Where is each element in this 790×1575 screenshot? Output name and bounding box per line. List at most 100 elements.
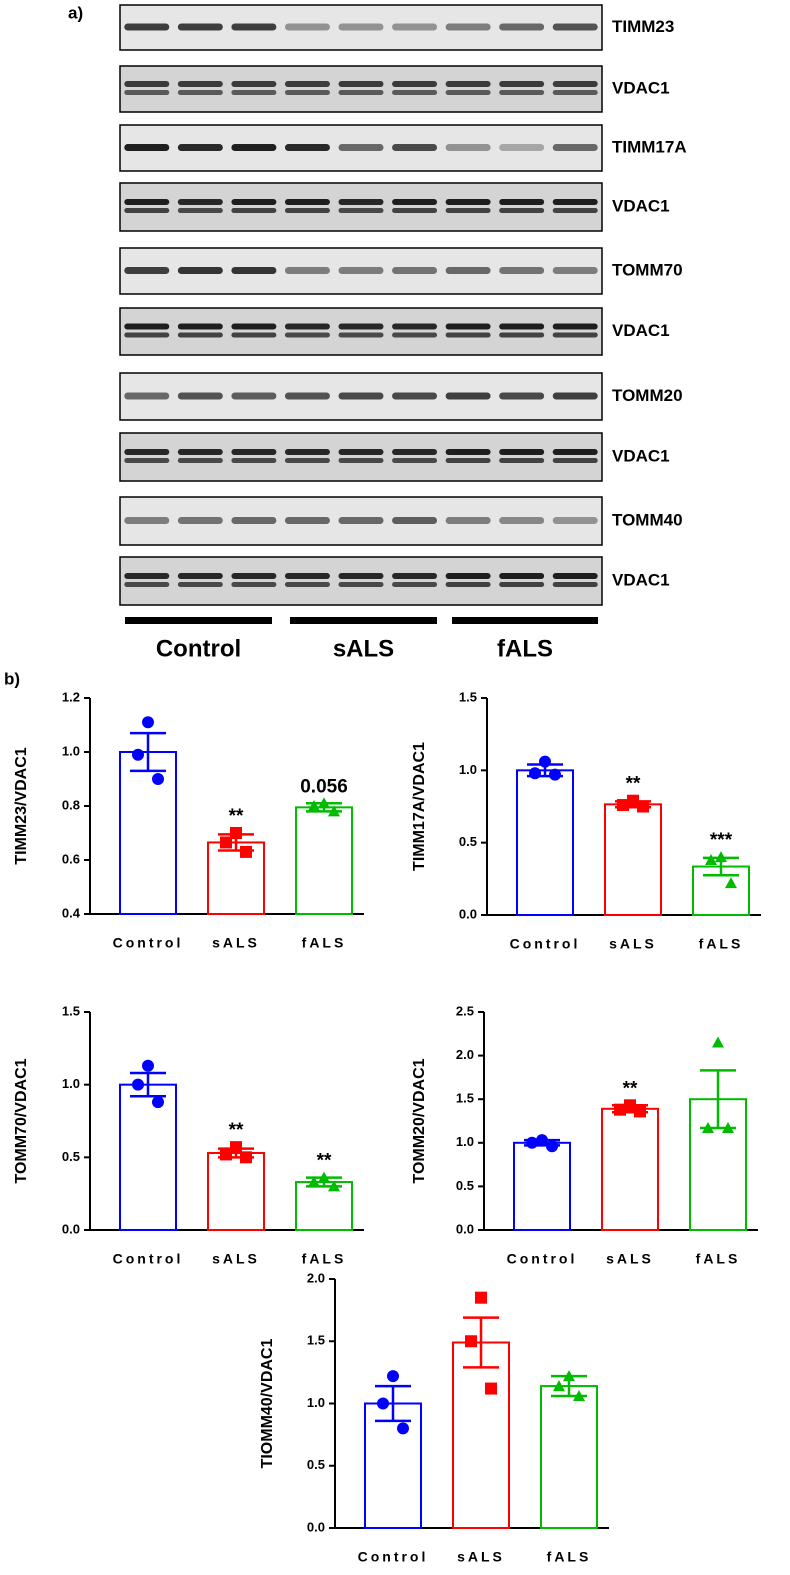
blot-band [499,449,545,455]
blot [119,432,603,482]
y-tick-label: 1.2 [62,689,80,704]
blot [119,247,603,295]
blot-band [284,332,330,338]
data-point [220,1148,232,1161]
blot-band [392,392,438,400]
blot-band [177,90,223,95]
blot-band [338,208,384,213]
data-point [230,1141,242,1154]
blot-band [338,81,384,87]
blot-band [445,144,491,151]
data-point [529,767,541,780]
data-point [328,1180,340,1192]
blot-band [231,323,277,330]
blot-frame [119,65,603,113]
x-tick-label: Control [358,1549,429,1565]
data-point [387,1370,399,1383]
panel-label: a) [68,3,83,22]
significance-label: ** [229,1120,244,1141]
blot-band [338,323,384,330]
data-point [526,1136,538,1149]
blot-band [552,323,598,330]
y-axis-label: TOMM20/VDAC1 [411,1058,428,1183]
y-tick-label: 0.4 [62,905,81,920]
blot-band [552,208,598,213]
blot-label: VDAC1 [612,321,670,340]
blot-band [177,199,223,205]
data-point [485,1382,497,1395]
y-tick-label: 1.0 [456,1134,474,1149]
data-point [627,794,639,807]
y-axis-label: TIMM17A/VDAC1 [411,742,428,871]
blot-band [445,323,491,330]
y-tick-label: 1.0 [62,1076,80,1091]
x-tick-label: Control [113,935,184,951]
blot-band [499,582,545,587]
y-tick-label: 0.5 [459,834,477,849]
y-tick-label: 0.5 [62,1149,80,1164]
bar [119,1083,177,1231]
data-point [152,1096,164,1109]
blot-band [445,517,491,524]
blot-band [338,23,384,31]
data-point [614,1103,626,1116]
y-axis-label: TOMM70/VDAC1 [13,1058,30,1183]
y-tick-label: 0.0 [459,906,477,921]
y-tick-label: 0.0 [307,1519,325,1534]
blot-band [499,90,545,95]
blot-band [177,517,223,524]
blot-label: VDAC1 [612,446,670,465]
blot-band [284,517,330,524]
data-point [152,773,164,785]
blot-band [177,81,223,87]
blot-band [499,392,545,400]
bar [601,1107,659,1231]
blot-band [177,573,223,579]
data-point [308,800,320,811]
blot-band [177,332,223,338]
blot-band [284,81,330,87]
blot-band [338,582,384,587]
data-point [318,797,330,809]
significance-label: ** [317,1151,332,1172]
blot-band [552,582,598,587]
data-point [712,1036,724,1048]
blot-band [177,23,223,31]
blot-band [552,392,598,400]
bar [364,1402,422,1529]
data-point [142,716,154,729]
blot-band [338,449,384,455]
blot-band [284,458,330,463]
blot-band [392,332,438,338]
significance-label: ** [229,806,244,827]
blot-band [445,582,491,587]
data-point [220,836,232,849]
blot-band [284,199,330,205]
blot-band [499,81,545,87]
blot-band [445,23,491,31]
blot-band [392,449,438,455]
data-point [722,1121,734,1133]
bar [513,1141,571,1232]
group-bar [452,617,598,624]
blot [119,307,603,356]
y-tick-label: 0.6 [62,851,80,866]
significance-label: 0.056 [300,776,348,797]
blot-band [338,573,384,579]
blot-band [552,90,598,95]
blot-band [392,199,438,205]
significance-label: ** [626,774,641,795]
bar [207,1151,265,1232]
blot-band [445,267,491,274]
blot-band [499,267,545,274]
blot-band [392,573,438,579]
data-point [725,877,737,889]
bar [295,1181,353,1232]
data-point [536,1134,548,1147]
blot-band [552,81,598,87]
blot-band [338,517,384,524]
blot-band [231,23,277,31]
blot-band [124,449,170,455]
y-tick-label: 0.5 [307,1457,325,1472]
x-tick-label: Control [113,1251,184,1267]
